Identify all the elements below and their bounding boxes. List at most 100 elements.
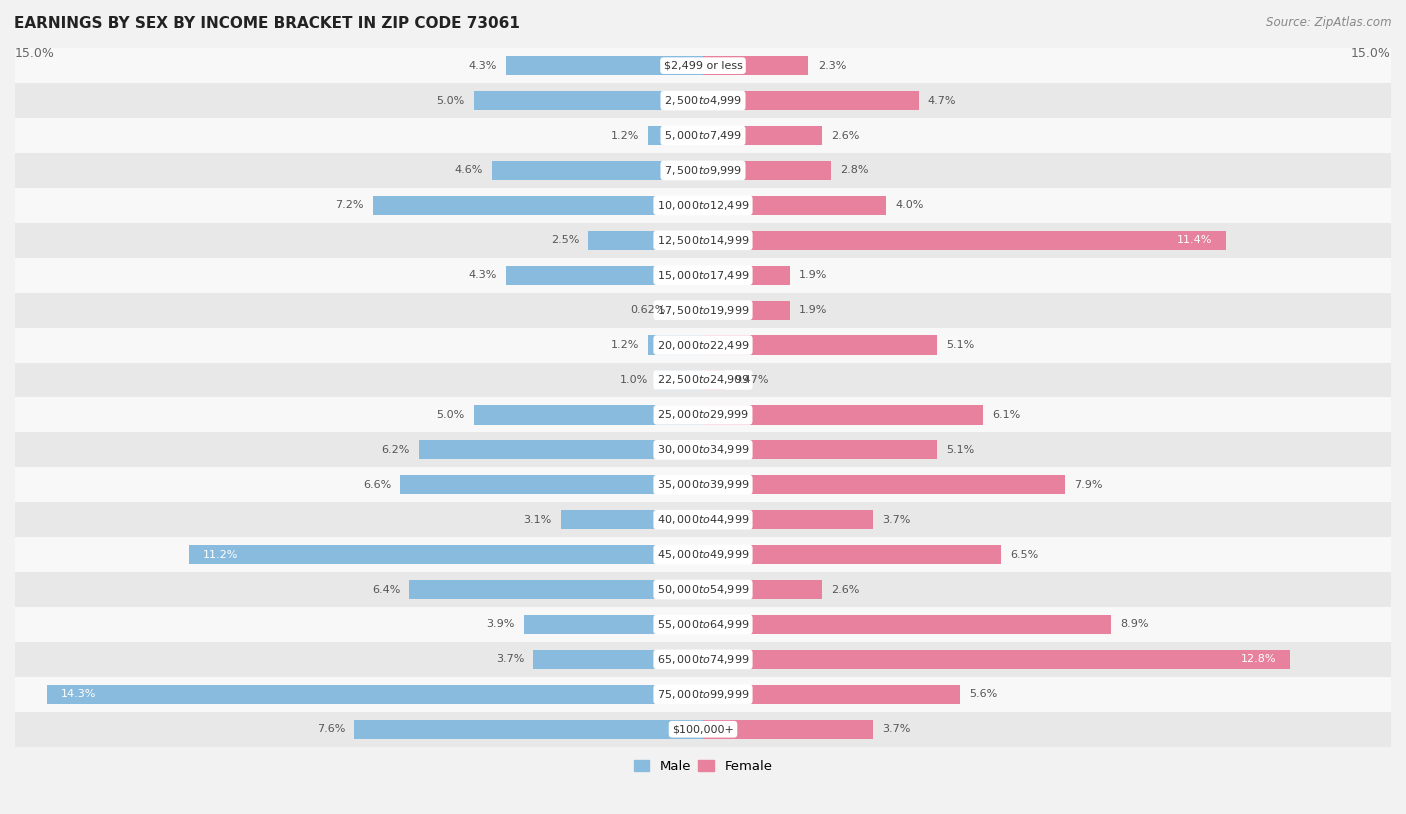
Bar <box>190 545 703 564</box>
Text: 1.2%: 1.2% <box>610 130 638 141</box>
Bar <box>15 467 1391 502</box>
Bar <box>15 607 1391 642</box>
Text: $7,500 to $9,999: $7,500 to $9,999 <box>664 164 742 177</box>
Text: 2.8%: 2.8% <box>841 165 869 176</box>
Bar <box>524 615 703 634</box>
Bar <box>703 405 983 425</box>
Text: $20,000 to $22,499: $20,000 to $22,499 <box>657 339 749 352</box>
Text: 2.5%: 2.5% <box>551 235 579 245</box>
Text: $100,000+: $100,000+ <box>672 724 734 734</box>
Bar <box>15 677 1391 711</box>
Text: 2.6%: 2.6% <box>831 130 860 141</box>
Text: $65,000 to $74,999: $65,000 to $74,999 <box>657 653 749 666</box>
Text: 4.3%: 4.3% <box>468 61 496 71</box>
Text: 1.2%: 1.2% <box>610 340 638 350</box>
Bar <box>588 230 703 250</box>
Text: 6.5%: 6.5% <box>1011 549 1039 559</box>
Bar <box>409 580 703 599</box>
Bar <box>15 502 1391 537</box>
Bar <box>703 545 1001 564</box>
Bar <box>703 720 873 739</box>
Bar <box>703 195 886 215</box>
Text: $25,000 to $29,999: $25,000 to $29,999 <box>657 409 749 422</box>
Legend: Male, Female: Male, Female <box>628 755 778 778</box>
Bar <box>533 650 703 669</box>
Bar <box>703 265 790 285</box>
Bar <box>703 335 936 355</box>
Text: 3.7%: 3.7% <box>882 724 910 734</box>
Bar <box>703 685 960 704</box>
Bar <box>703 161 831 180</box>
Bar <box>703 91 918 110</box>
Bar <box>474 405 703 425</box>
Text: 3.7%: 3.7% <box>882 514 910 525</box>
Text: $50,000 to $54,999: $50,000 to $54,999 <box>657 583 749 596</box>
Bar <box>15 327 1391 362</box>
Bar <box>648 335 703 355</box>
Bar <box>15 397 1391 432</box>
Bar <box>506 56 703 75</box>
Bar <box>373 195 703 215</box>
Text: 5.6%: 5.6% <box>969 689 997 699</box>
Bar <box>15 48 1391 83</box>
Text: $15,000 to $17,499: $15,000 to $17,499 <box>657 269 749 282</box>
Bar <box>15 537 1391 572</box>
Text: 0.62%: 0.62% <box>630 305 665 315</box>
Bar <box>15 642 1391 677</box>
Text: 3.9%: 3.9% <box>486 619 515 629</box>
Bar <box>15 188 1391 223</box>
Bar <box>675 300 703 320</box>
Bar <box>401 475 703 494</box>
Bar <box>492 161 703 180</box>
Text: 3.7%: 3.7% <box>496 654 524 664</box>
Text: 11.2%: 11.2% <box>202 549 239 559</box>
Text: $12,500 to $14,999: $12,500 to $14,999 <box>657 234 749 247</box>
Bar <box>15 711 1391 746</box>
Text: 2.3%: 2.3% <box>818 61 846 71</box>
Text: $5,000 to $7,499: $5,000 to $7,499 <box>664 129 742 142</box>
Text: 15.0%: 15.0% <box>15 47 55 60</box>
Text: 4.6%: 4.6% <box>454 165 482 176</box>
Text: 5.0%: 5.0% <box>436 410 464 420</box>
Bar <box>15 258 1391 293</box>
Bar <box>48 685 703 704</box>
Bar <box>703 650 1291 669</box>
Bar <box>703 580 823 599</box>
Bar <box>561 510 703 529</box>
Text: $22,500 to $24,999: $22,500 to $24,999 <box>657 374 749 387</box>
Text: 6.6%: 6.6% <box>363 479 391 490</box>
Bar <box>419 440 703 459</box>
Text: EARNINGS BY SEX BY INCOME BRACKET IN ZIP CODE 73061: EARNINGS BY SEX BY INCOME BRACKET IN ZIP… <box>14 16 520 31</box>
Bar <box>703 440 936 459</box>
Text: 14.3%: 14.3% <box>60 689 96 699</box>
Bar <box>657 370 703 390</box>
Bar <box>15 153 1391 188</box>
Text: 5.1%: 5.1% <box>946 340 974 350</box>
Text: 4.3%: 4.3% <box>468 270 496 280</box>
Text: $2,499 or less: $2,499 or less <box>664 61 742 71</box>
Text: $17,500 to $19,999: $17,500 to $19,999 <box>657 304 749 317</box>
Text: $30,000 to $34,999: $30,000 to $34,999 <box>657 444 749 457</box>
Text: $45,000 to $49,999: $45,000 to $49,999 <box>657 548 749 561</box>
Text: $10,000 to $12,499: $10,000 to $12,499 <box>657 199 749 212</box>
Bar <box>703 56 808 75</box>
Text: 6.4%: 6.4% <box>373 584 401 594</box>
Bar <box>15 362 1391 397</box>
Text: 12.8%: 12.8% <box>1241 654 1277 664</box>
Bar <box>15 432 1391 467</box>
Bar <box>15 572 1391 607</box>
Bar <box>703 510 873 529</box>
Bar <box>506 265 703 285</box>
Bar <box>703 126 823 145</box>
Text: $55,000 to $64,999: $55,000 to $64,999 <box>657 618 749 631</box>
Bar <box>703 300 790 320</box>
Text: $75,000 to $99,999: $75,000 to $99,999 <box>657 688 749 701</box>
Bar <box>15 118 1391 153</box>
Text: 11.4%: 11.4% <box>1177 235 1212 245</box>
Text: Source: ZipAtlas.com: Source: ZipAtlas.com <box>1267 16 1392 29</box>
Text: 6.1%: 6.1% <box>993 410 1021 420</box>
Bar <box>703 370 724 390</box>
Bar <box>15 223 1391 258</box>
Bar <box>15 83 1391 118</box>
Text: 7.2%: 7.2% <box>335 200 364 210</box>
